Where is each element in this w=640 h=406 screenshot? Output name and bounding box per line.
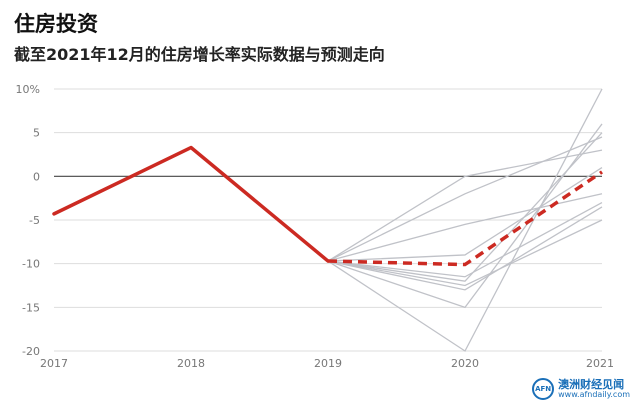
actual-and-forecast-lines [52, 145, 603, 267]
watermark-text: 澳洲财经见闻 www.afndaily.com [558, 379, 630, 399]
y-tick-label: -20 [22, 345, 40, 358]
forecast-scenario-line [327, 149, 603, 262]
x-tick-label: 2021 [586, 357, 614, 370]
actual-growth-line [52, 145, 330, 263]
watermark: AFN 澳洲财经见闻 www.afndaily.com [532, 378, 630, 400]
forecast-scenario-line [327, 201, 603, 278]
y-tick-label: -10 [22, 258, 40, 271]
chart-title: 住房投资 [14, 12, 98, 36]
y-tick-label: -15 [22, 301, 40, 314]
forecast-scenario-lines [327, 88, 603, 352]
y-axis-ticks: 10% 5 0 -5 -10 -15 -20 [16, 83, 40, 358]
afn-logo-icon: AFN [532, 378, 555, 400]
forecast-scenario-line [327, 132, 603, 282]
forecast-scenario-line [327, 88, 603, 352]
x-tick-label: 2017 [40, 357, 68, 370]
chart-subtitle: 截至2021年12月的住房增长率实际数据与预测走向 [14, 45, 385, 64]
watermark-name: 澳洲财经见闻 [558, 378, 625, 392]
forecast-average-line [327, 170, 603, 267]
x-tick-label: 2020 [451, 357, 479, 370]
x-axis-ticks: 2017 2018 2019 2020 2021 [40, 357, 614, 370]
forecast-scenario-line [327, 136, 603, 262]
x-tick-label: 2019 [314, 357, 342, 370]
watermark-url: www.afndaily.com [558, 389, 630, 399]
forecast-scenario-line [327, 167, 603, 262]
y-tick-label: 5 [33, 127, 40, 140]
y-tick-label: -5 [29, 214, 40, 227]
forecast-scenario-line [327, 219, 603, 287]
forecast-scenario-line [327, 123, 603, 309]
x-tick-label: 2018 [177, 357, 205, 370]
y-tick-label: 0 [33, 170, 40, 183]
y-tick-label: 10% [16, 83, 40, 96]
forecast-scenario-line [327, 206, 603, 291]
grid-layer [54, 88, 602, 352]
forecast-scenario-line [327, 193, 603, 262]
